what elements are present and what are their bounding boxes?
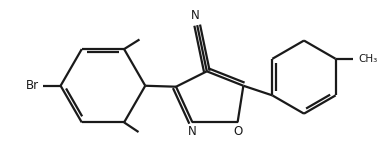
Text: Br: Br [26, 79, 39, 92]
Text: N: N [188, 125, 197, 138]
Text: N: N [191, 9, 200, 22]
Text: CH₃: CH₃ [359, 54, 378, 64]
Text: O: O [233, 125, 242, 138]
